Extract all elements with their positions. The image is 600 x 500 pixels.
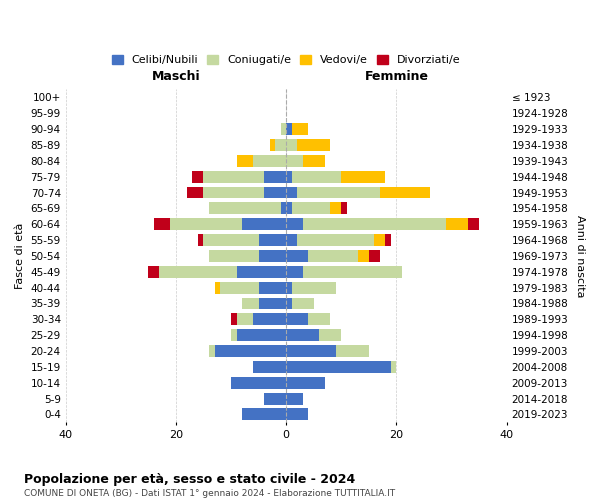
Bar [220,282,259,294]
Bar [391,361,397,373]
Bar [286,202,292,214]
Bar [286,155,303,167]
Bar [231,329,236,341]
Bar [374,234,385,246]
Bar [468,218,479,230]
Bar [286,139,297,151]
Bar [275,139,286,151]
Bar [154,218,170,230]
Bar [358,250,369,262]
Bar [269,139,275,151]
Bar [286,408,308,420]
Bar [259,282,286,294]
Bar [264,170,286,182]
Bar [292,202,331,214]
Y-axis label: Fasce di età: Fasce di età [15,222,25,289]
Bar [331,202,341,214]
Bar [286,234,297,246]
Bar [308,250,358,262]
Bar [281,123,286,135]
Bar [209,202,281,214]
Bar [292,170,341,182]
Bar [303,266,402,278]
Bar [286,314,308,326]
Bar [231,377,286,388]
Bar [286,377,325,388]
Bar [297,186,380,198]
Bar [170,218,242,230]
Bar [286,392,303,404]
Bar [236,314,253,326]
Bar [297,234,374,246]
Text: Popolazione per età, sesso e stato civile - 2024: Popolazione per età, sesso e stato civil… [24,472,355,486]
Bar [253,155,286,167]
Bar [286,218,303,230]
Text: Maschi: Maschi [152,70,200,83]
Bar [286,266,303,278]
Bar [286,186,297,198]
Bar [160,266,236,278]
Bar [242,298,259,310]
Bar [215,282,220,294]
Text: COMUNE DI ONETA (BG) - Dati ISTAT 1° gennaio 2024 - Elaborazione TUTTITALIA.IT: COMUNE DI ONETA (BG) - Dati ISTAT 1° gen… [24,489,395,498]
Bar [286,345,336,357]
Bar [209,250,259,262]
Bar [253,314,286,326]
Bar [385,234,391,246]
Bar [319,329,341,341]
Bar [303,155,325,167]
Bar [259,298,286,310]
Bar [286,282,292,294]
Bar [292,298,314,310]
Bar [203,234,259,246]
Bar [286,250,308,262]
Bar [308,314,331,326]
Bar [341,202,347,214]
Bar [231,314,236,326]
Bar [281,202,286,214]
Bar [292,282,336,294]
Bar [209,345,215,357]
Bar [203,170,264,182]
Bar [193,170,203,182]
Bar [303,218,446,230]
Bar [187,186,203,198]
Bar [148,266,160,278]
Bar [297,139,331,151]
Bar [259,250,286,262]
Bar [203,186,264,198]
Bar [242,408,286,420]
Bar [286,361,391,373]
Bar [264,392,286,404]
Bar [286,329,319,341]
Bar [286,123,292,135]
Bar [215,345,286,357]
Bar [369,250,380,262]
Bar [236,155,253,167]
Bar [446,218,468,230]
Bar [341,170,385,182]
Bar [259,234,286,246]
Legend: Celibi/Nubili, Coniugati/e, Vedovi/e, Divorziati/e: Celibi/Nubili, Coniugati/e, Vedovi/e, Di… [109,52,464,68]
Y-axis label: Anni di nascita: Anni di nascita [575,214,585,297]
Bar [264,186,286,198]
Text: Femmine: Femmine [364,70,428,83]
Bar [236,329,286,341]
Bar [336,345,369,357]
Bar [242,218,286,230]
Bar [253,361,286,373]
Bar [380,186,430,198]
Bar [292,123,308,135]
Bar [198,234,203,246]
Bar [236,266,286,278]
Bar [286,170,292,182]
Bar [286,298,292,310]
